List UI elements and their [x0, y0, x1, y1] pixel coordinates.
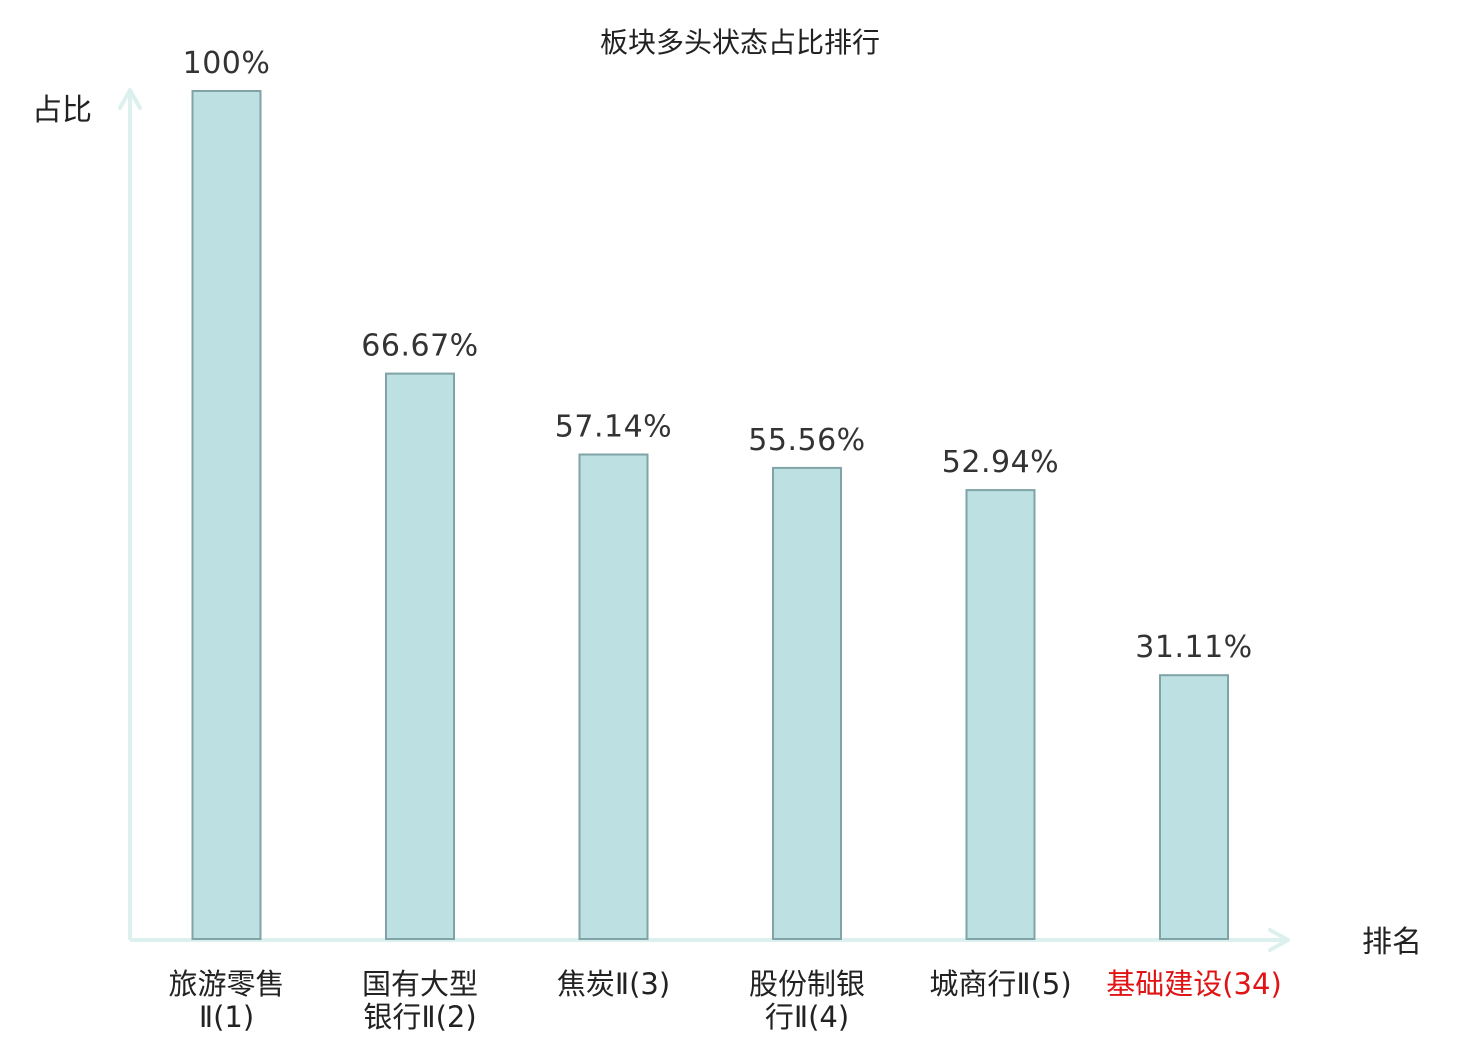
bar-4 — [772, 466, 842, 940]
x-tick-label-2-line-1: 国有大型 — [362, 967, 478, 1001]
x-tick-label-3-line-1: 焦炭Ⅱ(3) — [557, 967, 670, 1001]
x-tick-label-6-line-1: 基础建设(34) — [1106, 967, 1282, 1001]
x-axis-arrow — [1268, 928, 1290, 952]
value-label-1: 100% — [183, 46, 271, 81]
data-labels: 100% 66.67% 57.14% 55.56% 52.94% 31.11% — [183, 46, 1253, 665]
x-axis-label: 排名 — [1362, 925, 1422, 960]
value-label-4: 55.56% — [748, 423, 865, 458]
chart-title: 板块多头状态占比排行 — [600, 26, 880, 59]
x-tick-label-2-line-2: 银行Ⅱ(2) — [363, 1000, 476, 1034]
y-axis-arrow — [118, 88, 142, 110]
value-label-5: 52.94% — [942, 445, 1059, 480]
x-tick-label-3: 焦炭Ⅱ(3) — [557, 967, 670, 1001]
x-tick-label-6: 基础建设(34) — [1106, 967, 1282, 1001]
value-label-2: 66.67% — [361, 329, 478, 364]
x-tick-label-4-line-2: 行Ⅱ(4) — [765, 1000, 849, 1034]
bar-6 — [1159, 674, 1229, 940]
value-label-6: 31.11% — [1135, 630, 1252, 665]
bar-1 — [191, 90, 262, 940]
x-tick-label-1-line-2: Ⅱ(1) — [199, 1000, 254, 1034]
x-tick-label-5: 城商行Ⅱ(5) — [929, 967, 1071, 1001]
x-tick-label-1-line-1: 旅游零售 — [168, 967, 284, 1001]
x-tick-label-4-line-1: 股份制银 — [749, 967, 865, 1001]
bar-series — [191, 90, 1229, 941]
axes: 占比 排名 — [32, 88, 1422, 960]
y-axis-label: 占比 — [32, 93, 92, 128]
value-label-3: 57.14% — [555, 410, 672, 445]
x-tick-label-5-line-1: 城商行Ⅱ(5) — [929, 967, 1071, 1001]
bar-5 — [965, 489, 1036, 940]
bar-2 — [385, 372, 455, 941]
bar-3 — [578, 453, 649, 940]
